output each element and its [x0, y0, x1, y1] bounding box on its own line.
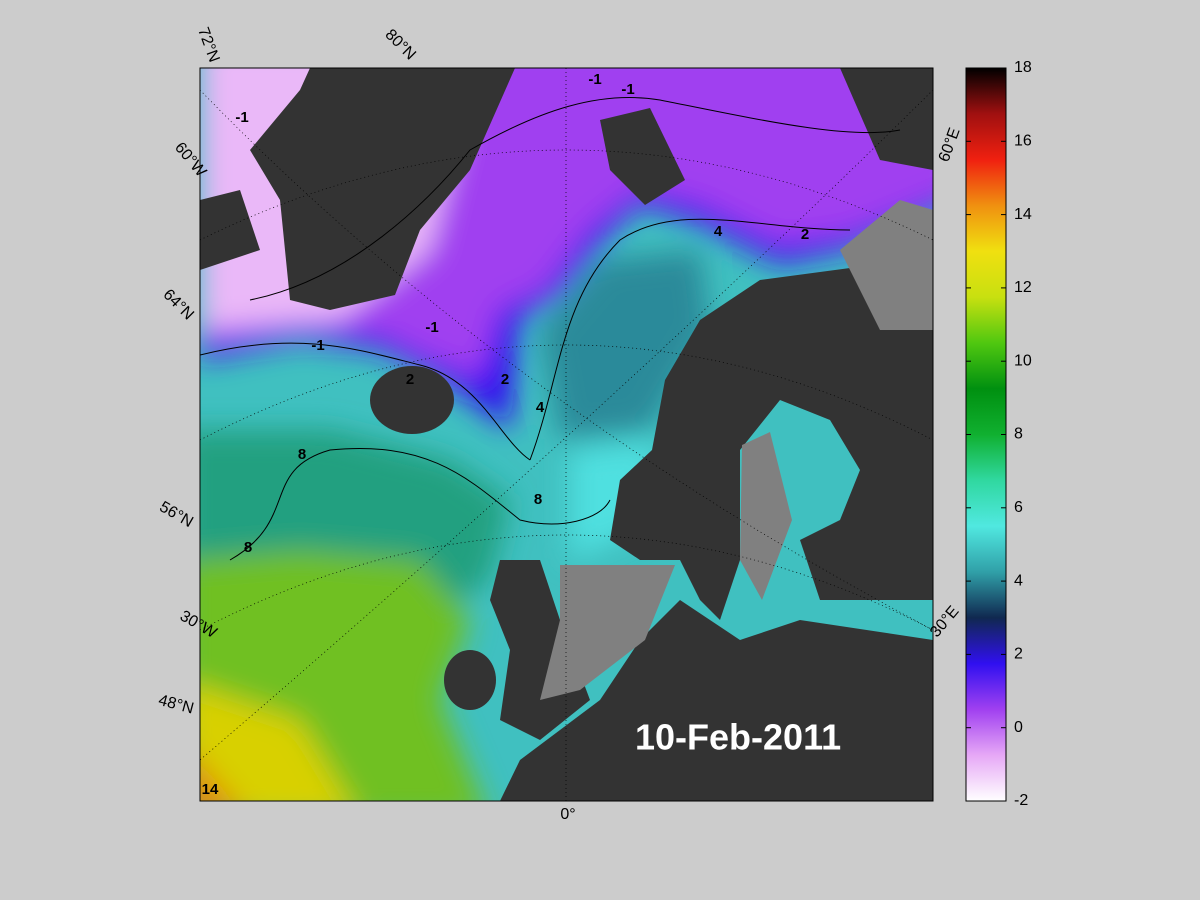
colorbar-tick-label: 4: [1014, 572, 1023, 589]
contour-label: -1: [588, 71, 601, 88]
ireland: [444, 650, 496, 710]
contour-label: 2: [406, 371, 414, 388]
contour: [529, 218, 851, 461]
graticule: [200, 89, 933, 761]
contour: [249, 97, 901, 301]
colorbar-tick-label: 18: [1014, 59, 1032, 76]
contour-label: -1: [311, 337, 324, 354]
map-frame: [199, 67, 934, 802]
colorbar-tick-label: 6: [1014, 499, 1023, 516]
iceland: [370, 366, 454, 434]
contour-label: -1: [621, 81, 634, 98]
contour-label: -1: [425, 319, 438, 336]
greenland: [250, 68, 515, 310]
britain: [490, 560, 590, 740]
colorbar-tick-label: 12: [1014, 279, 1032, 296]
warmer-sea: [200, 686, 349, 801]
north-sea-shelf: [540, 565, 675, 700]
colorbar-tick-label: 16: [1014, 133, 1032, 150]
contour-label: 2: [501, 371, 509, 388]
colorbar-tick-label: -2: [1014, 792, 1028, 809]
white-sea: [840, 200, 933, 330]
colorbar-tick-label: 2: [1014, 646, 1023, 663]
europe: [500, 600, 933, 801]
graticule: [200, 149, 933, 241]
contour-label: -1: [235, 109, 248, 126]
contour-label: 8: [244, 539, 252, 556]
colorbar-tick-label: 10: [1014, 352, 1032, 369]
grid-label: 0°: [560, 806, 575, 823]
colorbar: [965, 67, 1007, 802]
novaya-zemlya: [840, 68, 933, 170]
contour: [200, 342, 531, 461]
contour-label: 8: [534, 491, 542, 508]
colorbar-tick-label: 8: [1014, 426, 1023, 443]
land: [200, 190, 260, 270]
contour-label: 4: [536, 399, 545, 416]
baltic: [740, 432, 792, 600]
contour: [229, 448, 611, 561]
colorbar-tick-label: 0: [1014, 719, 1023, 736]
colorbar-tick-label: 14: [1014, 206, 1032, 223]
date-label: 10-Feb-2011: [635, 717, 841, 758]
contour-label: 2: [801, 226, 809, 243]
map: -1 -1 -1 -1 -1 2 2 2 4 4 8 8 8 14 10-Feb-2011: [200, 68, 933, 801]
contour-label: 14: [202, 781, 219, 798]
warmest-sea: [200, 762, 234, 801]
contour-label: 4: [714, 223, 723, 240]
contour-label: 8: [298, 446, 306, 463]
svalbard: [600, 108, 685, 205]
scandinavia: [610, 230, 933, 620]
